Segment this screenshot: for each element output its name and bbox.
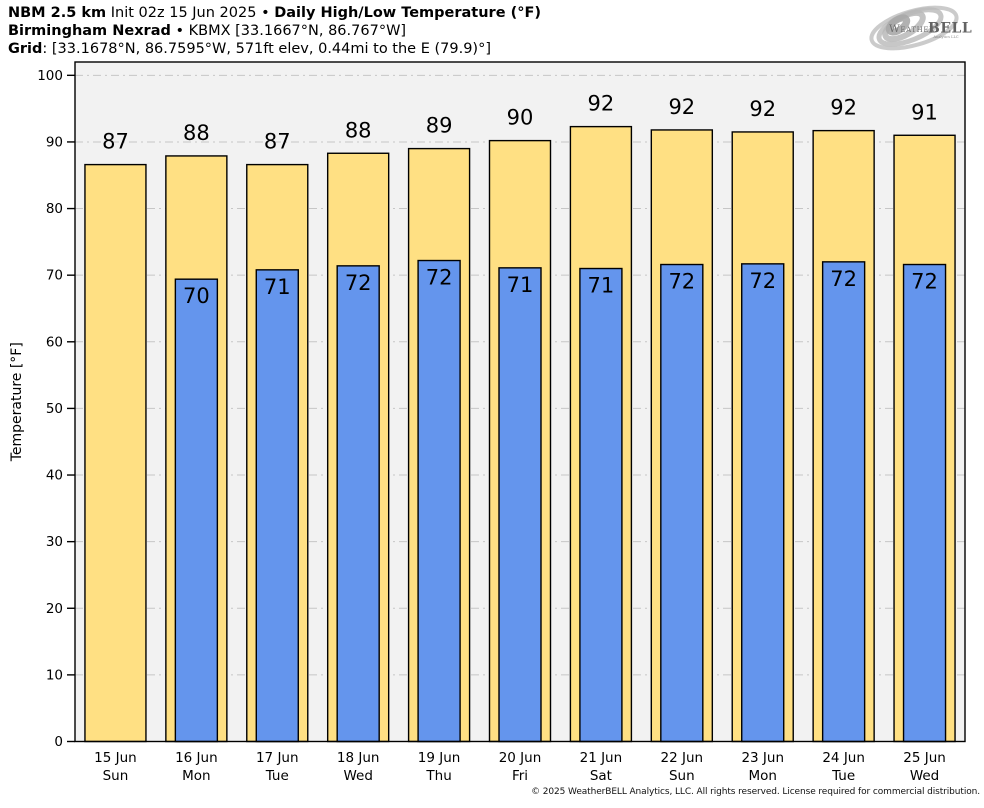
x-tick-weekday: Sat bbox=[590, 768, 612, 784]
low-bar bbox=[902, 263, 947, 743]
low-bar bbox=[579, 267, 623, 743]
x-tick-weekday: Thu bbox=[425, 768, 451, 784]
plot-border bbox=[74, 61, 966, 743]
low-value-label: 72 bbox=[911, 270, 938, 294]
low-value-label: 71 bbox=[507, 273, 534, 297]
product-title: Daily High/Low Temperature (°F) bbox=[274, 5, 541, 21]
low-bar bbox=[255, 269, 299, 743]
low-bar bbox=[498, 267, 542, 743]
low-value-label: 71 bbox=[588, 274, 615, 298]
station-coords: KBMX [33.1667°N, 86.767°W] bbox=[188, 23, 407, 40]
logo-subtitle: Analytics LLC bbox=[932, 35, 959, 39]
high-value-label: 89 bbox=[426, 114, 453, 138]
low-value-label: 72 bbox=[749, 269, 776, 293]
y-tick-label: 10 bbox=[46, 667, 63, 683]
x-tick-weekday: Tue bbox=[831, 768, 855, 784]
separator-bullet: • bbox=[261, 5, 270, 21]
x-tick-date: 18 Jun bbox=[337, 750, 380, 766]
logo-text-bell: BELL bbox=[928, 21, 972, 37]
y-tick-label: 60 bbox=[46, 334, 63, 350]
x-tick-weekday: Sun bbox=[669, 768, 695, 784]
header-line-2: Birmingham Nexrad • KBMX [33.1667°N, 86.… bbox=[8, 22, 541, 40]
init-time: Init 02z 15 Jun 2025 bbox=[110, 5, 257, 21]
y-axis-title: Temperature [°F] bbox=[9, 342, 25, 462]
x-tick-weekday: Sun bbox=[103, 768, 129, 784]
low-value-label: 70 bbox=[183, 284, 210, 308]
x-tick-date: 24 Jun bbox=[822, 750, 865, 766]
x-tick-weekday: Fri bbox=[512, 768, 528, 784]
weatherbell-logo: Weather BELL Analytics LLC bbox=[869, 5, 972, 51]
station-name: Birmingham Nexrad bbox=[8, 23, 171, 40]
y-tick-label: 0 bbox=[54, 734, 63, 750]
high-value-label: 88 bbox=[183, 121, 210, 145]
x-tick-date: 20 Jun bbox=[499, 750, 542, 766]
y-tick-label: 40 bbox=[46, 468, 63, 484]
y-tick-label: 100 bbox=[37, 68, 63, 84]
chart-header: NBM 2.5 km Init 02z 15 Jun 2025 • Daily … bbox=[8, 4, 541, 59]
swirl-icon bbox=[869, 5, 959, 51]
low-value-label: 72 bbox=[426, 266, 453, 290]
low-value-label: 72 bbox=[830, 267, 857, 291]
x-tick-date: 15 Jun bbox=[94, 750, 137, 766]
x-tick-date: 19 Jun bbox=[418, 750, 461, 766]
x-tick-date: 22 Jun bbox=[661, 750, 704, 766]
low-bar bbox=[336, 265, 380, 743]
separator-bullet: • bbox=[175, 23, 185, 40]
low-bar bbox=[821, 261, 866, 743]
x-tick-weekday: Wed bbox=[910, 768, 939, 784]
low-value-label: 72 bbox=[668, 270, 695, 294]
low-value-label: 72 bbox=[345, 271, 372, 295]
y-tick-label: 50 bbox=[46, 401, 63, 417]
high-value-label: 90 bbox=[507, 106, 534, 130]
y-tick-label: 90 bbox=[46, 134, 63, 150]
model-name: NBM 2.5 km bbox=[8, 5, 107, 21]
header-line-1: NBM 2.5 km Init 02z 15 Jun 2025 • Daily … bbox=[8, 4, 541, 22]
high-value-label: 92 bbox=[749, 97, 776, 121]
x-tick-weekday: Mon bbox=[748, 768, 776, 784]
high-value-label: 87 bbox=[102, 130, 129, 154]
low-bar bbox=[417, 259, 461, 743]
x-tick-weekday: Wed bbox=[343, 768, 372, 784]
y-tick-label: 80 bbox=[46, 201, 63, 217]
low-bar bbox=[741, 263, 785, 743]
high-value-label: 92 bbox=[588, 92, 615, 116]
low-value-label: 71 bbox=[264, 275, 291, 299]
high-value-label: 91 bbox=[911, 100, 938, 124]
grid-details: : [33.1678°N, 86.7595°W, 571ft elev, 0.4… bbox=[42, 41, 491, 58]
high-value-label: 88 bbox=[345, 118, 372, 142]
x-tick-date: 25 Jun bbox=[903, 750, 946, 766]
high-value-label: 87 bbox=[264, 130, 291, 154]
x-tick-weekday: Mon bbox=[182, 768, 210, 784]
x-tick-date: 23 Jun bbox=[741, 750, 784, 766]
copyright-notice: © 2025 WeatherBELL Analytics, LLC. All r… bbox=[531, 787, 980, 797]
y-tick-label: 20 bbox=[46, 601, 63, 617]
grid-label: Grid bbox=[8, 41, 43, 58]
x-tick-date: 16 Jun bbox=[175, 750, 218, 766]
low-bar bbox=[660, 263, 704, 743]
header-line-3: Grid: [33.1678°N, 86.7595°W, 571ft elev,… bbox=[8, 40, 541, 58]
y-tick-label: 30 bbox=[46, 534, 63, 550]
x-tick-date: 17 Jun bbox=[256, 750, 299, 766]
high-value-label: 92 bbox=[830, 96, 857, 120]
low-bar bbox=[174, 278, 219, 743]
x-tick-weekday: Tue bbox=[265, 768, 289, 784]
high-bar bbox=[84, 163, 147, 743]
logo-text-weather: Weather bbox=[889, 23, 935, 35]
high-value-label: 92 bbox=[668, 95, 695, 119]
y-tick-label: 70 bbox=[46, 268, 63, 284]
x-tick-date: 21 Jun bbox=[580, 750, 623, 766]
